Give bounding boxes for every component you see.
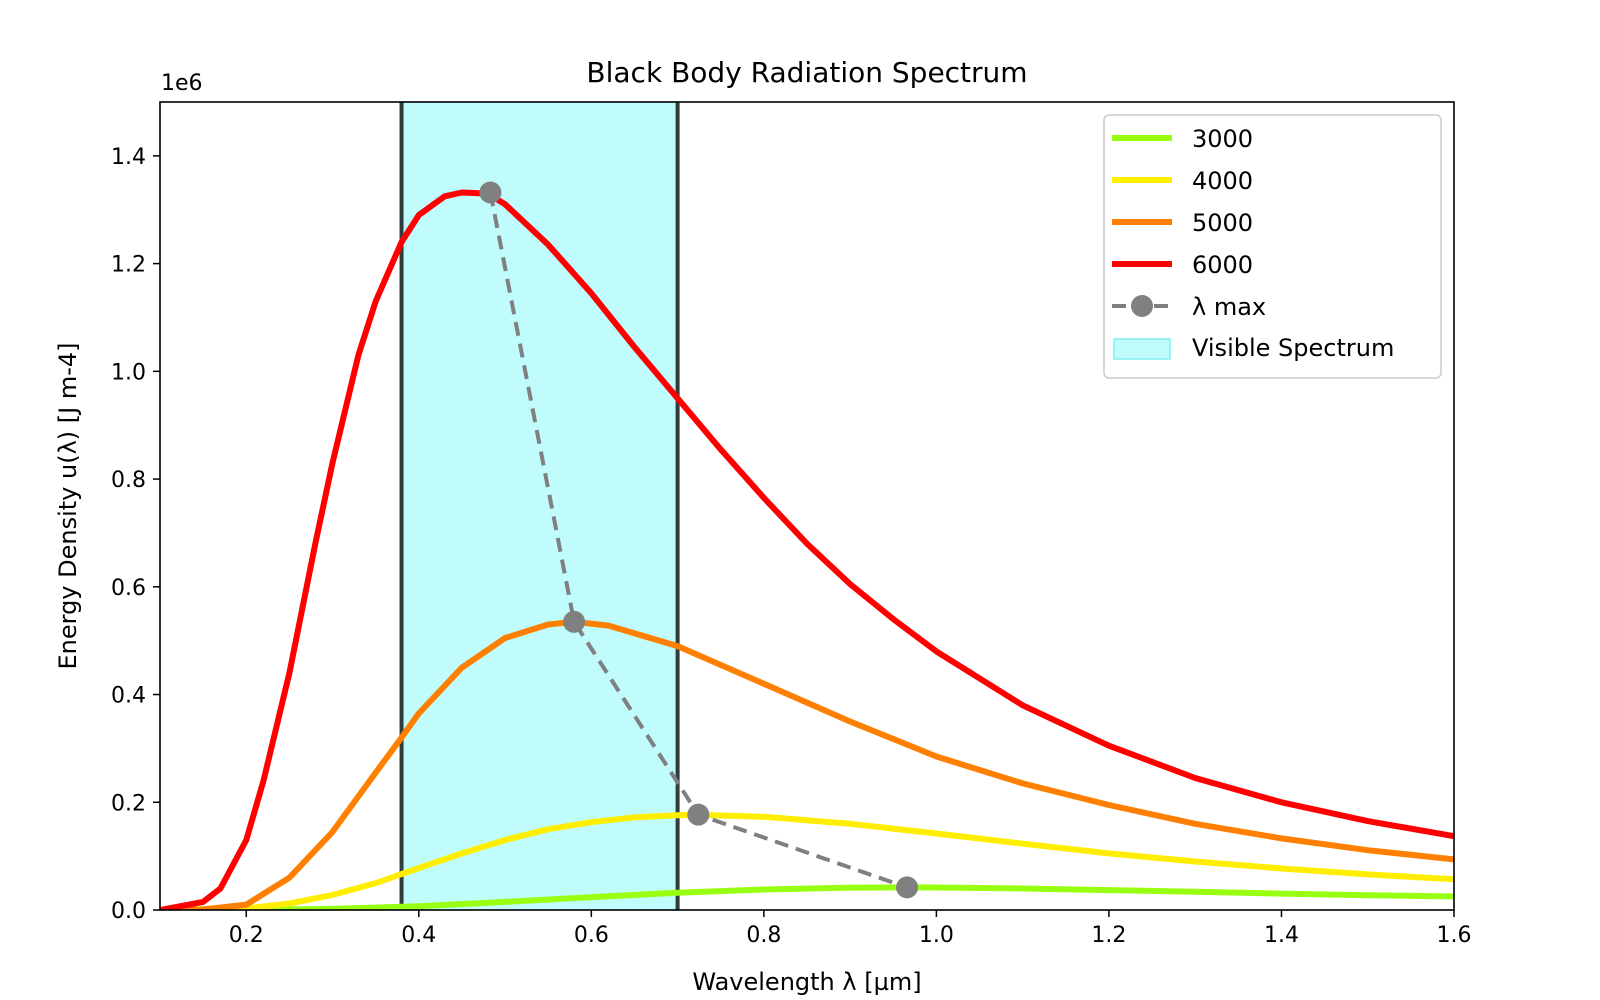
plot-frame xyxy=(159,101,1455,911)
series-line-4000 xyxy=(160,811,1454,910)
y-tick-label: 0.8 xyxy=(111,468,146,493)
legend-label-3000: 3000 xyxy=(1192,125,1253,153)
y-tick-label: 0.2 xyxy=(111,791,146,816)
x-tick-label: 1.4 xyxy=(1264,923,1299,948)
x-tick-label: 1.0 xyxy=(919,923,954,948)
lambda-max-point xyxy=(479,181,502,204)
lambda-max-point xyxy=(563,610,586,633)
x-tick-label: 1.2 xyxy=(1091,923,1126,948)
lambda-max-point xyxy=(896,876,919,899)
y-tick-label: 0.0 xyxy=(111,899,146,924)
legend: 3000 4000 5000 6000 λ max Visible Spectr… xyxy=(1103,114,1442,379)
legend-label-6000: 6000 xyxy=(1192,251,1253,279)
visible-band-layer xyxy=(399,102,680,910)
legend-label-5000: 5000 xyxy=(1192,209,1253,237)
series-line-lambda-max xyxy=(488,192,908,890)
x-axis-label: Wavelength λ [µm] xyxy=(692,968,921,996)
legend-swatch-visible-spectrum xyxy=(1113,338,1171,360)
x-tick-label: 0.4 xyxy=(401,923,436,948)
chart-title: Black Body Radiation Spectrum xyxy=(586,56,1027,89)
visible-spectrum-band xyxy=(401,102,678,910)
series-line-6000 xyxy=(160,189,1454,910)
x-tick-label: 0.6 xyxy=(574,923,609,948)
y-axis: 0.0 0.2 0.4 0.6 0.8 1.0 1.2 1.4 xyxy=(111,145,160,924)
legend-label-4000: 4000 xyxy=(1192,167,1253,195)
y-tick-label: 0.4 xyxy=(111,684,146,709)
legend-label-lambda-max: λ max xyxy=(1192,293,1266,321)
x-axis: 0.2 0.4 0.6 0.8 1.0 1.2 1.4 1.6 xyxy=(229,910,1472,948)
marker-layer xyxy=(479,181,919,899)
legend-box xyxy=(1103,114,1442,379)
y-tick-label: 0.6 xyxy=(111,576,146,601)
x-tick-label: 0.8 xyxy=(746,923,781,948)
y-offset-label: 1e6 xyxy=(161,71,203,96)
y-tick-label: 1.2 xyxy=(111,253,146,278)
x-tick-label: 0.2 xyxy=(229,923,264,948)
y-axis-label: Energy Density u(λ) [J m-4] xyxy=(54,342,82,669)
x-tick-label: 1.6 xyxy=(1437,923,1472,948)
series-line-3000 xyxy=(160,884,1454,910)
lambda-max-point xyxy=(687,803,710,826)
legend-marker-lambda-max xyxy=(1131,295,1153,317)
y-tick-label: 1.0 xyxy=(111,360,146,385)
y-tick-label: 1.4 xyxy=(111,145,146,170)
legend-label-visible-spectrum: Visible Spectrum xyxy=(1192,334,1394,362)
